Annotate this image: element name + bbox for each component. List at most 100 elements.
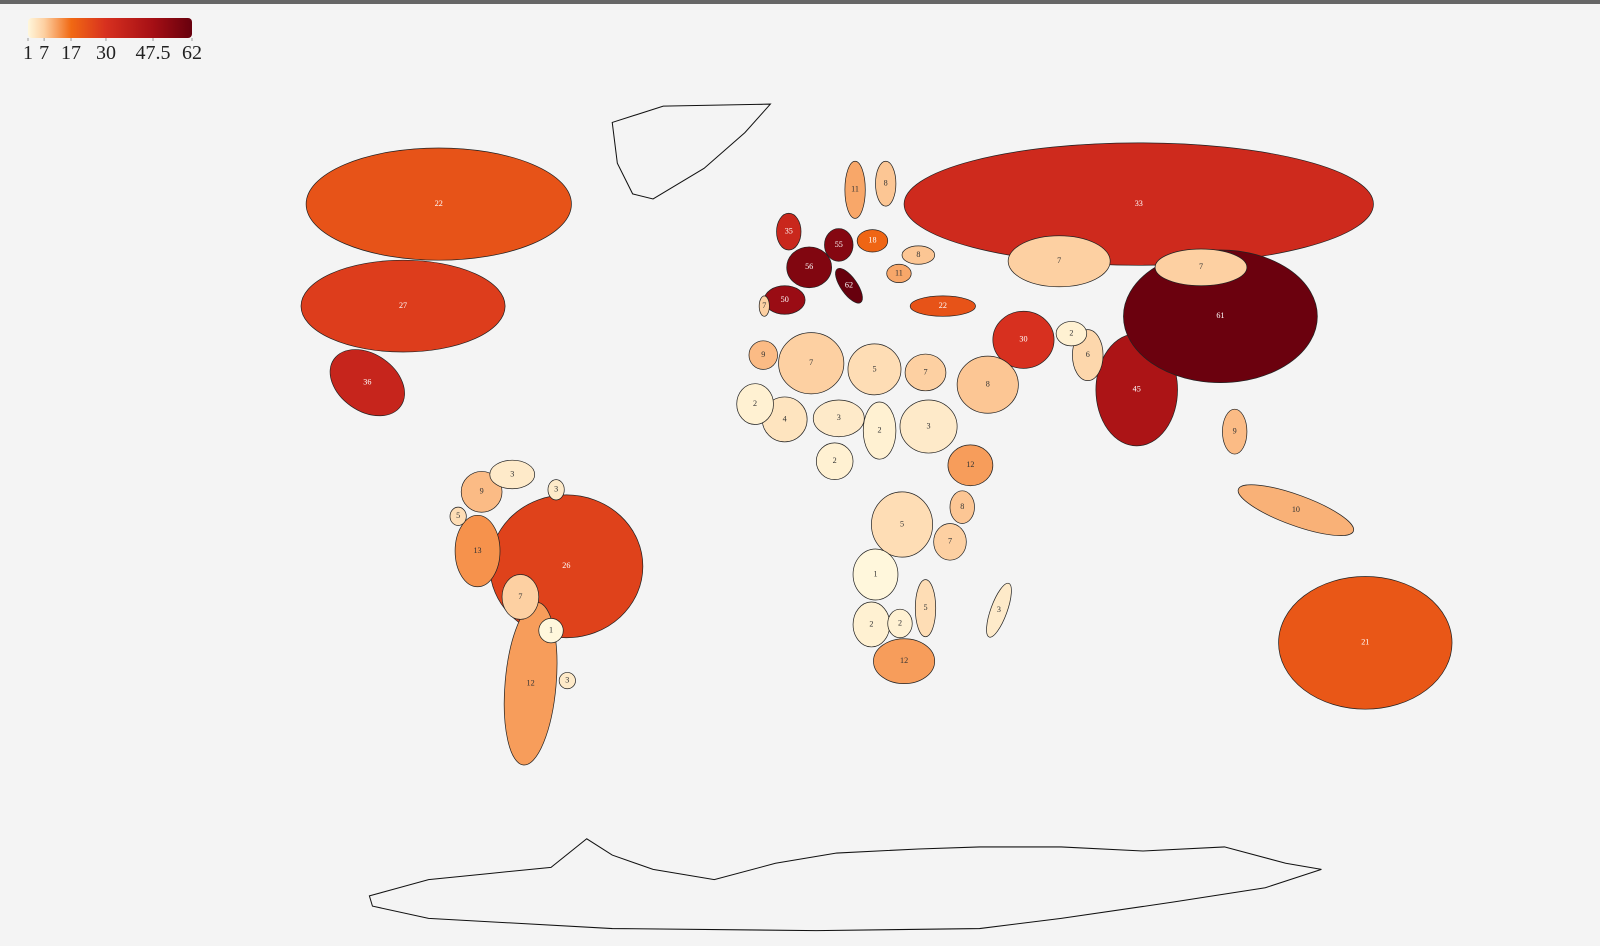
region-label: 7: [518, 592, 522, 601]
region: [748, 340, 778, 370]
region-label: 5: [923, 603, 927, 612]
region-label: 56: [805, 262, 813, 271]
region-label: 9: [761, 350, 765, 359]
region: [886, 263, 912, 284]
region: [824, 228, 854, 262]
region: [835, 267, 863, 304]
region-label: 33: [1135, 199, 1143, 208]
region-label: 18: [868, 236, 876, 245]
region-label: 30: [1019, 335, 1027, 344]
region: [909, 295, 976, 317]
region: [1154, 248, 1248, 287]
region: [736, 383, 774, 425]
region-label: 12: [900, 656, 908, 665]
region-label: 10: [1292, 505, 1300, 514]
region: [329, 349, 405, 417]
region: [887, 608, 913, 639]
region: [538, 618, 564, 644]
region: [862, 401, 897, 460]
legend-label: 30: [96, 42, 116, 64]
region: [547, 479, 565, 501]
region-label: 7: [923, 367, 927, 376]
antarctica-outline: [368, 838, 1322, 932]
region: [501, 574, 540, 620]
region-label: 36: [363, 378, 371, 387]
region-label: 61: [1216, 311, 1224, 320]
region-label: 7: [1057, 256, 1061, 265]
region: [815, 442, 854, 480]
region: [899, 399, 958, 454]
region-label: 3: [927, 421, 931, 430]
region: [903, 142, 1374, 266]
region: [847, 343, 902, 396]
region: [901, 245, 936, 265]
region-label: 8: [986, 380, 990, 389]
region-label: 1: [873, 569, 877, 578]
top-bar: [0, 0, 1600, 4]
region: [776, 212, 802, 251]
region: [949, 490, 975, 524]
region-label: 9: [1233, 427, 1237, 436]
region-label: 3: [997, 605, 1001, 614]
region: [873, 638, 936, 685]
region: [871, 491, 934, 558]
region: [1222, 408, 1248, 455]
region: [875, 160, 897, 207]
region-label: 7: [809, 358, 813, 367]
region: [558, 672, 576, 690]
legend-label: 62: [182, 42, 202, 64]
region: [986, 582, 1012, 638]
region-label: 45: [1133, 385, 1141, 394]
region-label: 12: [966, 460, 974, 469]
region-label: 27: [399, 301, 407, 310]
region: [489, 459, 536, 490]
region: [852, 548, 899, 601]
region-label: 3: [510, 469, 514, 478]
region: [449, 506, 467, 526]
region-label: 3: [554, 485, 558, 494]
legend-bar: [28, 18, 192, 38]
region-label: 8: [884, 179, 888, 188]
region-label: 55: [835, 240, 843, 249]
region-label: 4: [783, 414, 787, 423]
region-label: 2: [898, 618, 902, 627]
region: [844, 160, 866, 219]
region: [786, 246, 832, 289]
region: [758, 295, 770, 317]
region: [914, 579, 937, 638]
legend-label: 47.5: [136, 42, 171, 64]
region-label: 2: [1069, 329, 1073, 338]
region-label: 3: [565, 675, 569, 684]
region-label: 26: [562, 561, 570, 570]
region-label: 8: [916, 250, 920, 259]
region: [300, 259, 506, 353]
region-label: 11: [895, 268, 903, 277]
region: [947, 444, 994, 487]
region: [933, 523, 967, 561]
region-label: 1: [549, 625, 553, 634]
region-label: 22: [435, 199, 443, 208]
region-label: 11: [851, 185, 859, 194]
region-label: 5: [456, 511, 460, 520]
legend-label: 1: [23, 42, 33, 64]
region-label: 62: [845, 281, 853, 290]
region-label: 35: [785, 227, 793, 236]
region-label: 7: [948, 537, 952, 546]
legend: 1 7 17 30 47.5 62: [23, 18, 202, 64]
region: [992, 310, 1055, 369]
region-label: 5: [872, 364, 876, 373]
region-label: 2: [833, 456, 837, 465]
background: [0, 4, 1600, 946]
region-label: 7: [1199, 262, 1203, 271]
region-label: 2: [878, 425, 882, 434]
legend-label: 17: [61, 42, 81, 64]
region: [460, 471, 503, 513]
region-label: 21: [1361, 638, 1369, 647]
region-label: 7: [762, 301, 766, 310]
region-label: 12: [527, 679, 535, 688]
region: [1123, 249, 1318, 384]
region-label: 3: [837, 413, 841, 422]
region: [856, 229, 889, 253]
legend-label: 7: [39, 42, 49, 64]
region: [305, 147, 572, 261]
